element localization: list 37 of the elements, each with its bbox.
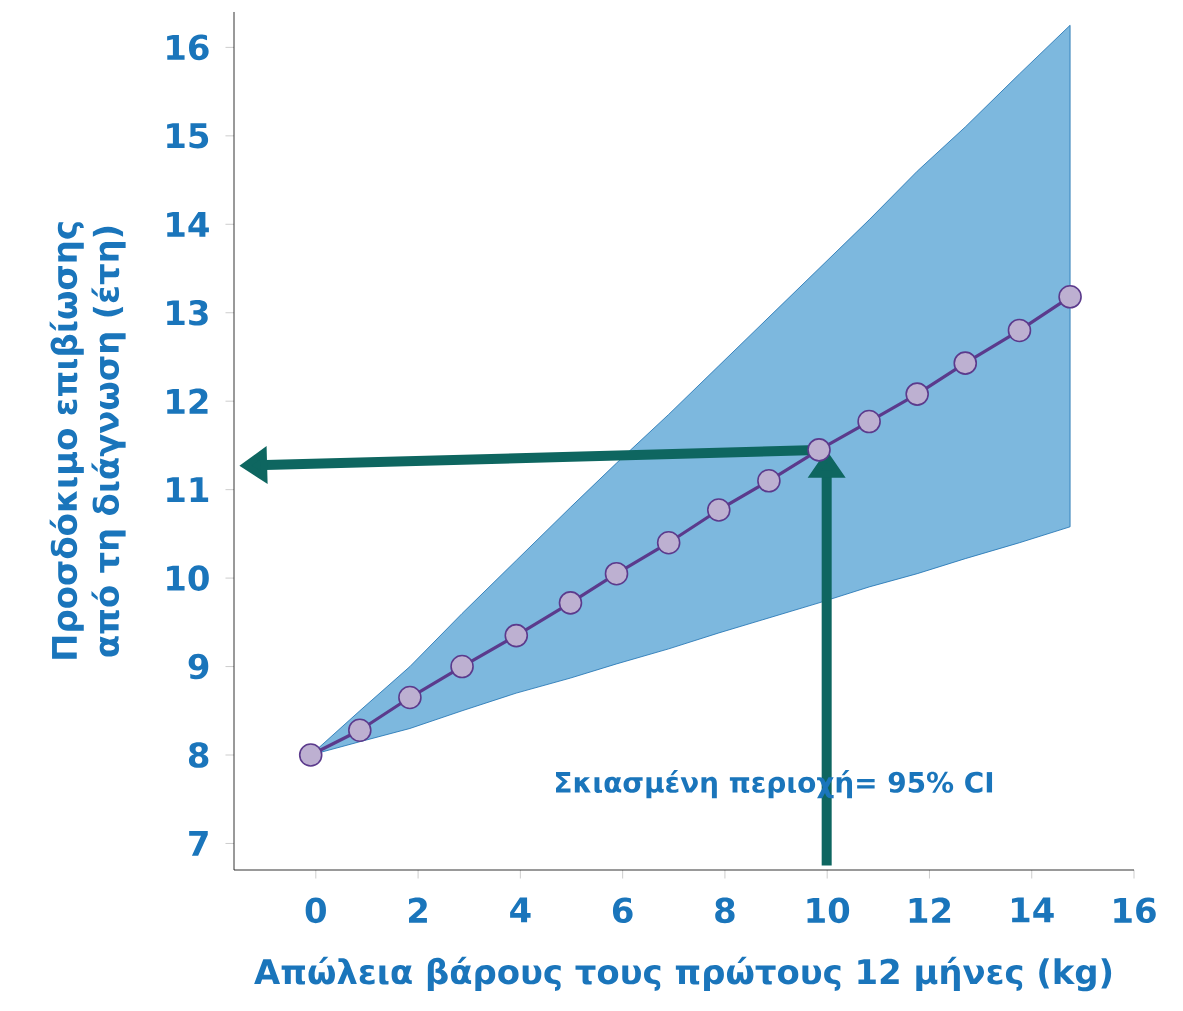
y-axis-title: Προσδόκιμο επιβίωσης από τη διάγνωση (έτη) [49,222,126,659]
point [857,409,881,434]
y-tick-label: 7 [189,831,208,856]
x-tick-label: 6 [612,897,633,924]
point [706,498,731,522]
point [953,351,978,375]
x-axis-title: Απώλεια βάρους τους πρώτους 12 μήνες (kg) [254,956,1112,992]
y-tick-label: 12 [167,388,208,414]
point [807,438,831,462]
point [604,561,629,586]
x-tick-label: 2 [408,897,427,923]
y-tick-label: 10 [167,565,209,591]
y-tick-label: 16 [167,34,209,61]
point [1007,318,1032,343]
x-tick-label: 4 [510,897,531,923]
y-tick-label: 9 [188,653,209,680]
point [398,685,422,710]
point [905,382,929,406]
x-tick-label: 14 [1011,897,1054,923]
x-tick-label: 12 [909,897,951,923]
point [656,530,681,555]
point [1058,285,1082,309]
y-tick-label: 11 [167,477,209,502]
point [757,469,781,493]
y-tick-label: 15 [167,123,209,149]
x-tick-label: 10 [807,897,850,924]
y-tick-label: 8 [188,742,209,768]
point [298,743,323,767]
y-tick-label: 14 [167,211,209,237]
point [504,623,529,648]
point [348,718,372,743]
x-tick-label: 8 [715,897,735,924]
x-tick-label: 16 [1114,897,1156,924]
x-tick-label: 0 [305,897,326,924]
point [450,654,474,679]
point [558,591,583,615]
y-tick-label: 13 [167,299,208,326]
